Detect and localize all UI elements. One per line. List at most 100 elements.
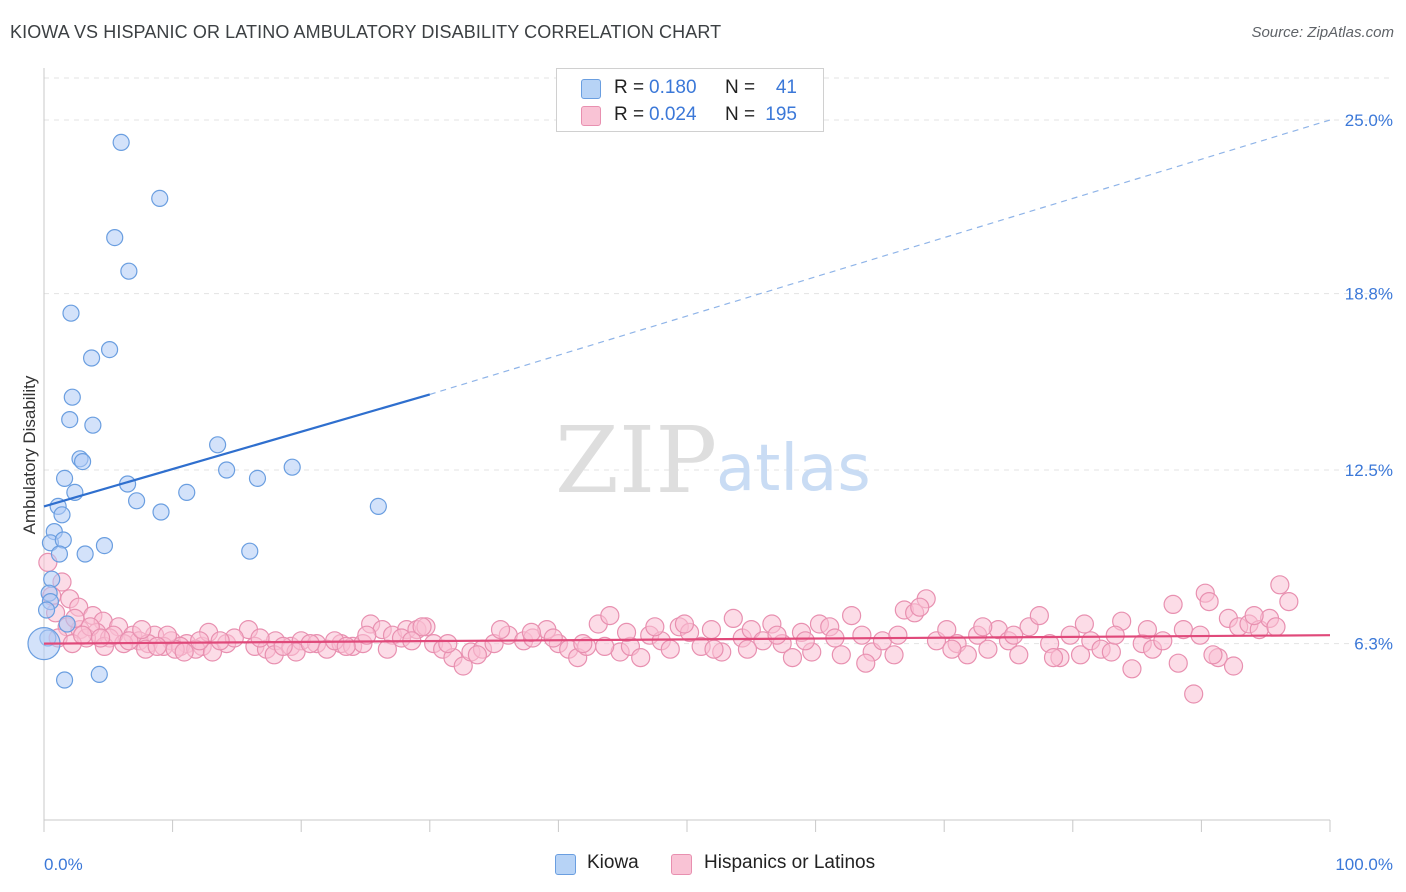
hispanics-point xyxy=(1244,605,1264,626)
hispanics-point xyxy=(1184,684,1204,704)
hispanics-point xyxy=(645,617,665,637)
kiowa-point xyxy=(53,506,71,524)
kiowa-point xyxy=(112,133,130,151)
hispanics-point xyxy=(210,631,230,651)
hispanics-point xyxy=(1004,625,1024,645)
x-tick-label: 0.0% xyxy=(44,855,83,874)
kiowa-point xyxy=(120,262,138,280)
r-label: R = xyxy=(614,104,645,125)
kiowa-point xyxy=(55,469,74,487)
hispanics-point xyxy=(616,622,637,643)
kiowa-point xyxy=(248,469,267,487)
kiowa-swatch xyxy=(555,854,576,875)
watermark-zip: ZIP xyxy=(555,407,717,514)
hispanics-point xyxy=(978,639,998,659)
hispanics-point xyxy=(336,636,356,657)
hispanics-point xyxy=(147,636,167,657)
legend-row-hispanics: R = 0.024 N = 195 xyxy=(557,100,823,127)
hispanics-point xyxy=(521,622,541,643)
hispanics-point xyxy=(1137,619,1157,640)
hispanics-point xyxy=(1168,653,1188,673)
hispanics-point xyxy=(767,625,787,645)
hispanics-point xyxy=(942,639,962,659)
kiowa-trend-line xyxy=(43,393,431,508)
hispanics-point xyxy=(1153,631,1173,651)
hispanics-point xyxy=(704,639,724,659)
kiowa-point xyxy=(63,388,81,406)
kiowa-point xyxy=(76,545,94,563)
hispanics-point xyxy=(660,639,680,659)
kiowa-point xyxy=(58,615,76,633)
hispanics-point xyxy=(438,633,458,654)
hispanics-point xyxy=(884,645,904,665)
y-tick-label: 6.3% xyxy=(1354,635,1393,654)
hispanics-point xyxy=(782,647,803,668)
hispanics-point xyxy=(595,636,615,657)
y-axis-label: Ambulatory Disability xyxy=(20,375,39,534)
kiowa-point xyxy=(369,497,387,515)
hispanics-point xyxy=(723,608,743,629)
hispanics-point xyxy=(856,653,876,673)
hispanics-swatch xyxy=(671,854,692,875)
hispanics-trend-line xyxy=(43,634,1331,645)
hispanics-point xyxy=(377,639,397,659)
hispanics-point xyxy=(300,633,320,654)
n-label: N = xyxy=(725,104,756,125)
r-label: R = xyxy=(614,77,645,98)
hispanics-point xyxy=(1199,591,1219,612)
hispanics-point xyxy=(701,619,722,640)
kiowa-point xyxy=(90,665,108,684)
axes xyxy=(43,68,1331,832)
hispanics-point xyxy=(1223,656,1244,676)
y-tick-label: 25.0% xyxy=(1345,111,1393,130)
hispanics-point xyxy=(490,619,511,640)
kiowa-point xyxy=(50,545,69,563)
hispanics-point xyxy=(1060,625,1080,645)
hispanics-point xyxy=(737,639,758,659)
watermark-atlas: atlas xyxy=(716,432,871,506)
n-value: 41 xyxy=(775,77,797,98)
kiowa-point xyxy=(151,189,169,207)
x-tick-label: 100.0% xyxy=(1335,855,1393,874)
kiowa-point xyxy=(178,483,196,501)
kiowa-point xyxy=(61,411,79,429)
kiowa-point xyxy=(62,304,80,322)
source-label: Source: ZipAtlas.com xyxy=(1251,24,1394,41)
kiowa-point xyxy=(127,492,146,510)
hispanics-point xyxy=(1043,647,1064,668)
r-value: 0.180 xyxy=(649,77,697,98)
axis-labels: 6.3% 12.5% 18.8% 25.0% 0.0% 100.0% Ambulatory … xyxy=(20,111,1393,874)
kiowa-point xyxy=(106,229,124,247)
watermark: ZIP atlas xyxy=(555,407,871,514)
hispanics-point xyxy=(1122,659,1142,679)
hispanics-point xyxy=(888,625,908,645)
kiowa-points xyxy=(27,133,387,689)
hispanics-points xyxy=(38,552,1299,704)
hispanics-point xyxy=(831,645,851,665)
kiowa-point xyxy=(241,542,259,560)
hispanics-point xyxy=(1101,642,1121,662)
hispanics-point xyxy=(467,645,487,665)
hispanics-point xyxy=(543,628,563,648)
hispanics-point xyxy=(973,617,993,637)
hispanics-point xyxy=(119,631,139,651)
kiowa-point xyxy=(218,461,236,479)
hispanics-point xyxy=(1163,594,1183,615)
kiowa-trend-extension xyxy=(429,119,1331,395)
hispanics-point xyxy=(1029,605,1049,626)
kiowa-point xyxy=(95,536,114,555)
hispanics-point xyxy=(1074,614,1094,634)
hispanics-point xyxy=(1279,591,1299,612)
hispanics-point xyxy=(250,628,270,648)
r-value: 0.024 xyxy=(649,104,697,125)
hispanics-point xyxy=(674,614,695,634)
kiowa-point xyxy=(209,436,227,454)
legend-row-kiowa: R = 0.180 N = 41 xyxy=(557,73,823,100)
trend-lines xyxy=(43,119,1331,645)
hispanics-swatch xyxy=(581,106,601,126)
n-label: N = xyxy=(725,77,756,98)
hispanics-point xyxy=(795,631,815,651)
kiowa-point xyxy=(152,503,170,521)
hispanics-point xyxy=(842,605,862,626)
